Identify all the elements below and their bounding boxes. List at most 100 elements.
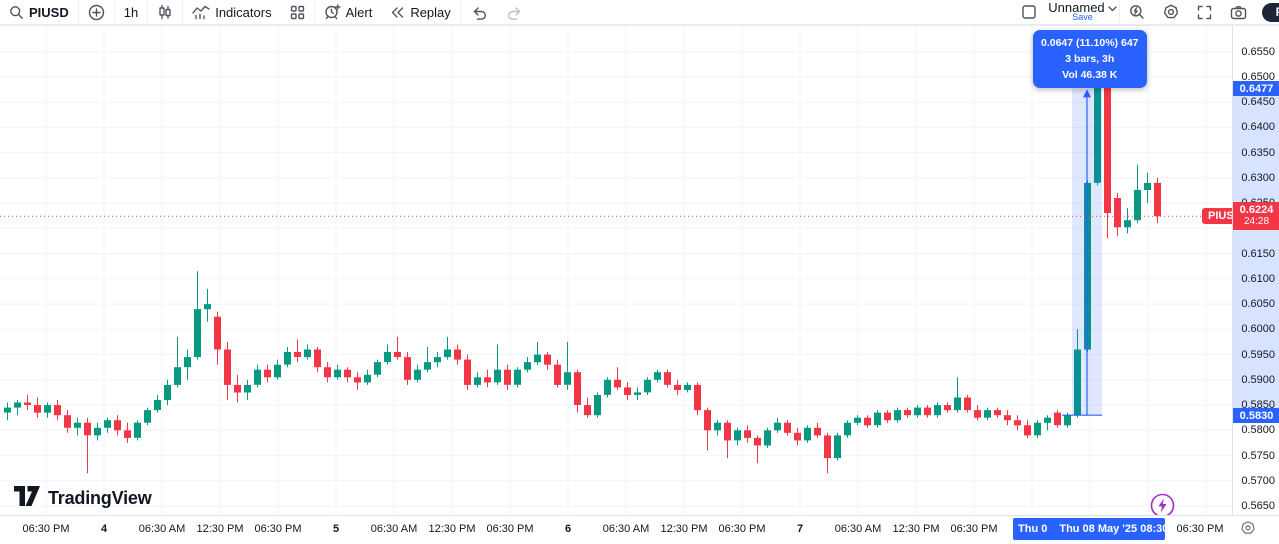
toolbar-separator xyxy=(1118,0,1120,24)
candlestick-chart xyxy=(0,24,1232,515)
toolbar-right-group: Unnamed Save xyxy=(1012,0,1279,24)
indicators-icon xyxy=(192,5,210,20)
candlestick-icon xyxy=(157,4,173,20)
price-tick: 0.6000 xyxy=(1241,323,1275,335)
measure-start-time: Thu 0 xyxy=(1018,523,1048,535)
current-price-value: 0.6224 xyxy=(1239,204,1274,216)
measure-tooltip: 0.0647 (11.10%) 647 3 bars, 3h Vol 46.38… xyxy=(1033,30,1147,88)
measure-volume: Vol 46.38 K xyxy=(1062,69,1118,81)
tradingview-logo[interactable]: TradingView xyxy=(14,486,152,511)
alert-button[interactable]: Alert xyxy=(315,0,382,24)
price-tick: 0.5950 xyxy=(1241,349,1275,361)
grid-layout-icon xyxy=(290,5,305,20)
quick-search-button[interactable] xyxy=(1120,0,1154,24)
symbol-label: PIUSD xyxy=(29,4,69,20)
fullscreen-button[interactable] xyxy=(1188,0,1221,24)
interval-button[interactable]: 1h xyxy=(115,0,147,24)
axis-settings-button[interactable] xyxy=(1240,520,1256,541)
layout-name-menu[interactable]: Unnamed Save xyxy=(1046,0,1118,23)
time-tick: 7 xyxy=(796,523,804,535)
time-tick: 12:30 PM xyxy=(196,523,244,535)
time-tick: 06:30 AM xyxy=(602,523,650,535)
quick-search-icon xyxy=(1129,4,1145,20)
indicators-button[interactable]: Indicators xyxy=(183,0,280,24)
price-tick: 0.6150 xyxy=(1241,248,1275,260)
price-tick: 0.6100 xyxy=(1241,273,1275,285)
redo-icon xyxy=(506,5,524,20)
layout-name-label: Unnamed xyxy=(1048,0,1105,15)
tradingview-logo-mark xyxy=(14,486,40,511)
time-tick: 06:30 PM xyxy=(1176,523,1224,535)
measure-change: 0.0647 (11.10%) 647 xyxy=(1041,37,1139,49)
time-tick: 12:30 PM xyxy=(428,523,476,535)
toolbar-separator xyxy=(313,0,315,24)
price-tick: 0.5800 xyxy=(1241,424,1275,436)
time-tick: 06:30 AM xyxy=(370,523,418,535)
price-tick: 0.6550 xyxy=(1241,46,1275,58)
measure-high-label: 0.6477 xyxy=(1233,81,1279,96)
bar-countdown: 24:28 xyxy=(1243,216,1270,227)
price-tick: 0.6300 xyxy=(1241,172,1275,184)
time-tick: 06:30 PM xyxy=(254,523,302,535)
time-tick: 06:30 PM xyxy=(22,523,70,535)
symbol-search-button[interactable]: PIUSD xyxy=(0,0,78,24)
plus-circle-icon xyxy=(88,4,105,21)
price-tick: 0.6050 xyxy=(1241,298,1275,310)
publish-button[interactable]: Pu xyxy=(1261,2,1279,22)
price-tick: 0.5900 xyxy=(1241,374,1275,386)
alert-label: Alert xyxy=(345,4,373,20)
price-tick: 0.6450 xyxy=(1241,96,1275,108)
search-icon xyxy=(9,5,24,20)
measure-axis-highlight xyxy=(1233,88,1279,415)
time-tick: 06:30 PM xyxy=(486,523,534,535)
compare-add-button[interactable] xyxy=(79,0,114,24)
measure-low-label: 0.5830 xyxy=(1233,408,1279,423)
tradingview-logo-text: TradingView xyxy=(48,488,152,508)
measure-time-highlight: Thu 0 Thu 08 May '25 08:30 AM xyxy=(1013,518,1165,540)
toolbar-separator xyxy=(77,0,79,24)
undo-button[interactable] xyxy=(461,0,497,24)
time-tick: 12:30 PM xyxy=(660,523,708,535)
replay-button[interactable]: Replay xyxy=(381,0,459,24)
chart-pane[interactable]: 0.0647 (11.10%) 647 3 bars, 3h Vol 46.38… xyxy=(0,24,1232,515)
time-tick: 06:30 AM xyxy=(138,523,186,535)
undo-icon xyxy=(470,5,488,20)
price-tick: 0.5650 xyxy=(1241,500,1275,512)
redo-button[interactable] xyxy=(497,0,533,24)
layout-select-button[interactable] xyxy=(1012,0,1046,24)
time-tick: 12:30 PM xyxy=(892,523,940,535)
replay-label: Replay xyxy=(410,4,451,20)
save-button[interactable]: Save xyxy=(1072,11,1093,22)
toolbar-separator xyxy=(182,0,184,24)
camera-icon xyxy=(1230,5,1247,20)
lightning-icon[interactable] xyxy=(1149,492,1176,515)
indicators-label: Indicators xyxy=(215,4,272,20)
measure-end-time: Thu 08 May '25 08:30 AM xyxy=(1059,523,1165,535)
price-tick: 0.5750 xyxy=(1241,450,1275,462)
price-tick: 0.6350 xyxy=(1241,147,1275,159)
price-tick: 0.6400 xyxy=(1241,121,1275,133)
screenshot-button[interactable] xyxy=(1221,0,1256,24)
time-tick: 4 xyxy=(100,523,108,535)
price-tick: 0.5700 xyxy=(1241,475,1275,487)
time-tick: 06:30 PM xyxy=(718,523,766,535)
current-price-label: 0.6224 24:28 xyxy=(1233,202,1279,230)
alarm-clock-icon xyxy=(324,4,341,20)
toolbar-separator xyxy=(147,0,149,24)
time-tick: 06:30 PM xyxy=(950,523,998,535)
gear-icon xyxy=(1163,4,1179,20)
time-axis[interactable]: Thu 0 Thu 08 May '25 08:30 AM 06:30 PM 4 0… xyxy=(0,515,1279,544)
settings-button[interactable] xyxy=(1154,0,1188,24)
gear-icon xyxy=(1241,521,1255,534)
time-tick: 5 xyxy=(332,523,340,535)
price-axis[interactable]: 0.6477 0.5830 0.6224 24:28 0.6550 0.6500 0… xyxy=(1232,24,1279,515)
toolbar-separator xyxy=(459,0,461,24)
fullscreen-icon xyxy=(1197,5,1212,20)
chart-type-button[interactable] xyxy=(148,0,182,24)
toolbar-left-group: PIUSD 1h Indicators xyxy=(0,0,533,24)
grid-layout-button[interactable] xyxy=(281,0,314,24)
rewind-icon xyxy=(390,6,405,19)
layout-square-icon xyxy=(1021,4,1037,20)
chevron-down-icon xyxy=(1107,2,1117,13)
